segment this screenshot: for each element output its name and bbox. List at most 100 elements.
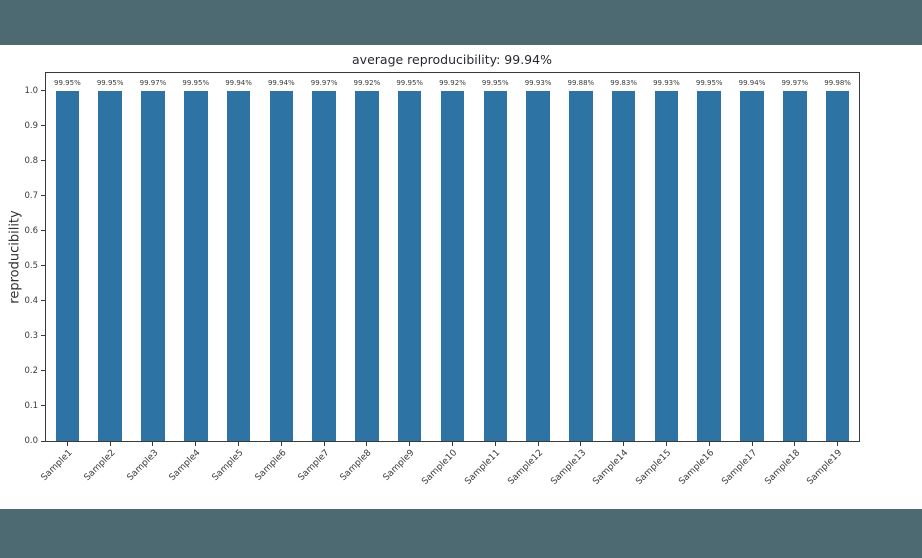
y-tick-mark: [41, 125, 45, 127]
bar: [825, 90, 850, 441]
bar-value-label: 99.95%: [182, 78, 210, 87]
bar-value-label: 99.97%: [139, 78, 167, 87]
bar: [312, 90, 336, 441]
x-tick-mark: [66, 442, 68, 446]
bar-value-label: 99.93%: [524, 78, 552, 87]
bar: [355, 90, 379, 441]
top-band: [0, 0, 922, 45]
y-tick-mark: [41, 195, 45, 197]
x-tick-mark: [280, 442, 282, 446]
y-tick-mark: [41, 370, 45, 372]
x-tick-mark: [409, 442, 411, 446]
y-tick-label: 0.8: [24, 155, 38, 166]
x-tick-label: Sample6: [253, 448, 289, 483]
y-tick-label: 0.0: [24, 436, 38, 446]
x-tick-mark: [580, 442, 582, 446]
bar-value-label: 99.95%: [481, 78, 509, 87]
x-tick-label: Sample10: [420, 448, 460, 488]
bar: [440, 90, 465, 441]
y-tick-label: 0.7: [24, 190, 38, 201]
bar-value-label: 99.98%: [824, 78, 851, 87]
x-tick-mark: [623, 442, 625, 446]
x-tick-label: Sample16: [677, 448, 717, 488]
x-tick-label: Sample19: [805, 448, 845, 488]
bar: [98, 90, 122, 441]
x-tick-mark: [152, 442, 154, 446]
bar-value-label: 99.83%: [610, 79, 638, 88]
y-tick-mark: [41, 265, 45, 267]
bar-value-label: 99.92%: [353, 78, 381, 87]
x-tick-mark: [195, 442, 197, 446]
y-tick-label: 1.0: [24, 85, 38, 96]
x-tick-mark: [837, 442, 839, 446]
bar-value-label: 99.92%: [439, 78, 466, 87]
y-tick-label: 0.4: [24, 295, 38, 306]
x-tick-label: Sample9: [381, 448, 417, 483]
y-tick-mark: [41, 300, 45, 302]
bar: [226, 90, 251, 441]
bar-value-label: 99.95%: [695, 78, 723, 87]
y-tick-label: 0.9: [24, 120, 38, 131]
y-tick-mark: [41, 230, 45, 232]
x-tick-label: Sample4: [167, 448, 203, 483]
x-tick-mark: [323, 442, 325, 446]
y-tick-label: 0.2: [24, 365, 38, 376]
x-tick-label: Sample15: [634, 448, 674, 488]
bar: [183, 90, 208, 441]
x-tick-label: Sample1: [39, 448, 75, 483]
x-tick-mark: [494, 442, 496, 446]
y-tick-label: 0.6: [24, 225, 38, 236]
bar: [697, 90, 721, 441]
bar: [783, 90, 807, 441]
x-tick-label: Sample7: [296, 448, 332, 483]
x-tick-mark: [794, 442, 796, 446]
bar: [569, 90, 593, 441]
x-tick-mark: [708, 442, 710, 446]
x-tick-mark: [452, 442, 453, 446]
x-tick-label: Sample2: [82, 448, 118, 483]
y-tick-mark: [41, 90, 45, 92]
bar: [611, 91, 636, 441]
x-tick-mark: [751, 442, 753, 446]
x-tick-mark: [665, 442, 667, 446]
x-tick-label: Sample11: [463, 448, 503, 488]
y-tick-mark: [41, 335, 45, 337]
x-tick-mark: [537, 442, 539, 446]
plot-area: 0.0 0.1 0.2 0.3 0.4 0.5 0.6 0.7 0.8 0.9 1.0 99.95% S…: [24, 72, 860, 487]
x-tick-label: Sample14: [591, 448, 631, 488]
y-tick-label: 0.5: [24, 260, 38, 271]
bar: [483, 90, 508, 441]
bar: [269, 90, 294, 441]
bar-value-label: 99.94%: [738, 78, 766, 87]
y-axis-label: reproducibility: [7, 210, 23, 304]
x-tick-label: Sample13: [548, 448, 588, 488]
y-tick-mark: [41, 405, 45, 407]
bottom-band: [0, 509, 922, 558]
x-tick-label: Sample5: [210, 448, 246, 483]
y-tick-label: 0.3: [24, 330, 38, 341]
x-tick-mark: [109, 442, 111, 446]
bar-value-label: 99.95%: [96, 78, 124, 87]
bar-value-label: 99.97%: [781, 78, 809, 87]
bar-value-label: 99.93%: [653, 78, 680, 87]
x-tick-mark: [366, 442, 368, 446]
bar-chart-figure: average reproducibility: 99.94% reproduc…: [0, 45, 922, 509]
bar: [141, 90, 165, 441]
x-tick-label: Sample3: [125, 448, 161, 483]
x-tick-label: Sample8: [339, 448, 374, 483]
bar-value-label: 99.95%: [54, 78, 81, 87]
bar: [55, 90, 80, 441]
bar-value-label: 99.97%: [310, 78, 338, 87]
y-tick-label: 0.1: [24, 400, 38, 411]
chart-title: average reproducibility: 99.94%: [352, 52, 552, 67]
bar: [654, 90, 679, 441]
bar-value-label: 99.94%: [225, 78, 252, 87]
x-tick-label: Sample12: [506, 448, 546, 488]
x-tick-label: Sample17: [720, 448, 760, 488]
bar: [397, 90, 422, 441]
y-tick-mark: [41, 440, 45, 442]
y-tick-mark: [41, 160, 45, 162]
bar-value-label: 99.95%: [396, 78, 424, 87]
bar-value-label: 99.88%: [567, 78, 595, 87]
